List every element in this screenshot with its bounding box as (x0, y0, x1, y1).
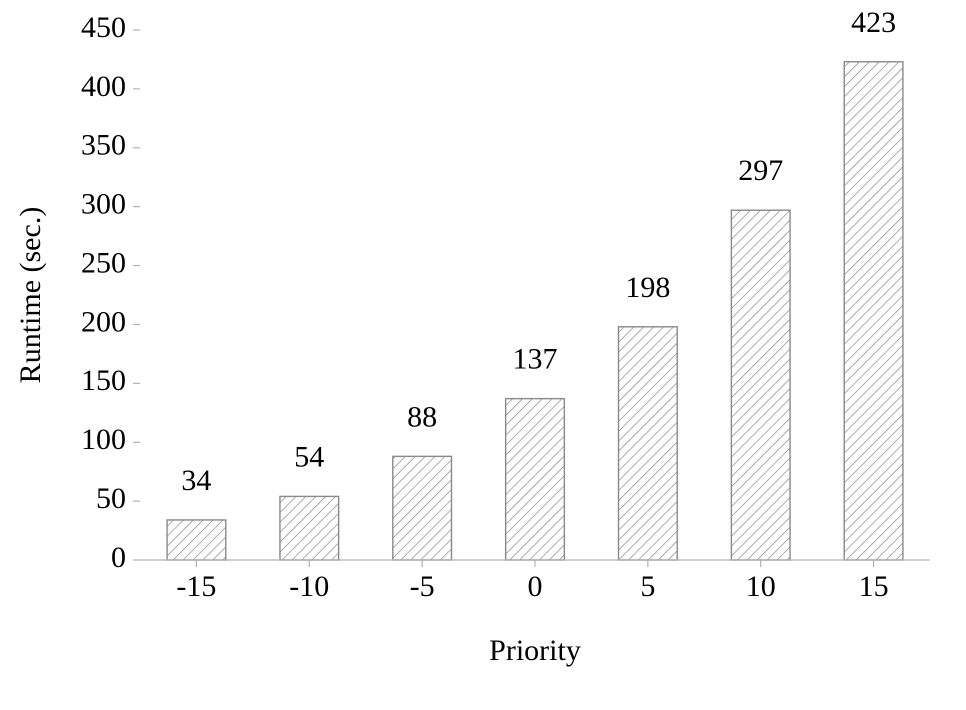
y-axis-label: Runtime (sec.) (14, 207, 47, 384)
bar (731, 210, 790, 560)
bar-value-label: 54 (294, 440, 324, 473)
x-tick-label: -15 (176, 570, 216, 603)
y-tick-label: 150 (81, 364, 126, 397)
chart-svg: 05010015020025030035040045034-1554-1088-… (0, 0, 966, 710)
y-tick-label: 0 (111, 541, 126, 574)
bar (393, 456, 452, 560)
bar (167, 520, 226, 560)
bar (280, 496, 339, 560)
runtime-bar-chart: 05010015020025030035040045034-1554-1088-… (0, 0, 966, 710)
x-axis-label: Priority (489, 634, 581, 667)
x-tick-label: 15 (859, 570, 889, 603)
bar-value-label: 34 (181, 464, 211, 497)
y-tick-label: 200 (81, 305, 126, 338)
bar-value-label: 88 (407, 400, 437, 433)
bar-value-label: 297 (738, 154, 783, 187)
y-tick-label: 350 (81, 129, 126, 162)
bar (844, 62, 903, 560)
y-tick-label: 250 (81, 246, 126, 279)
y-tick-label: 100 (81, 423, 126, 456)
x-tick-label: 5 (640, 570, 655, 603)
bar (619, 327, 678, 560)
x-tick-label: 10 (746, 570, 776, 603)
x-tick-label: 0 (528, 570, 543, 603)
bar-value-label: 423 (851, 6, 896, 39)
bar-value-label: 198 (625, 271, 670, 304)
x-tick-label: -5 (410, 570, 435, 603)
bar (506, 399, 565, 560)
y-tick-label: 400 (81, 70, 126, 103)
y-tick-label: 50 (96, 482, 126, 515)
bar-value-label: 137 (513, 343, 558, 376)
y-tick-label: 300 (81, 188, 126, 221)
x-tick-label: -10 (289, 570, 329, 603)
y-tick-label: 450 (81, 11, 126, 44)
